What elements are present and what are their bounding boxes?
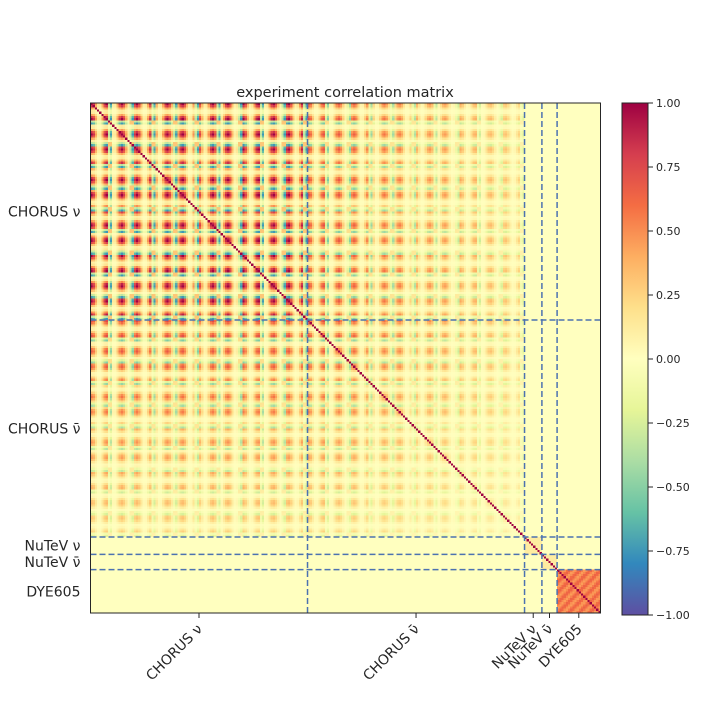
colorbar-tick-label: 1.00 bbox=[656, 97, 681, 110]
colorbar-tick-label: −0.50 bbox=[656, 481, 690, 494]
heatmap-cells bbox=[90, 103, 601, 613]
x-tick-label: CHORUS ν̄ bbox=[360, 621, 423, 684]
colorbar-tick-label: −0.75 bbox=[656, 545, 690, 558]
colorbar-tick-label: −0.25 bbox=[656, 417, 690, 430]
colorbar-tick-label: 0.25 bbox=[656, 289, 681, 302]
colorbar-tick-label: −1.00 bbox=[656, 609, 690, 622]
colorbar bbox=[621, 102, 649, 616]
y-tick-label: NuTeV ν bbox=[25, 539, 81, 555]
y-tick-label: NuTeV ν̄ bbox=[25, 555, 81, 571]
colorbar-tick-label: 0.00 bbox=[656, 353, 681, 366]
y-tick-label: CHORUS ν̄ bbox=[8, 422, 81, 438]
colorbar-ticks: 1.00 0.75 0.50 0.25 0.00 −0.25 −0.50 −0.75 −1.00 bbox=[648, 97, 690, 622]
colorbar-tick-label: 0.75 bbox=[656, 161, 681, 174]
heatmap bbox=[90, 103, 601, 613]
chart-title: experiment correlation matrix bbox=[236, 85, 454, 101]
y-tick-label: CHORUS ν bbox=[8, 205, 81, 221]
heatmap-frame bbox=[90, 102, 601, 614]
block-separators bbox=[90, 103, 601, 613]
y-tick-label: DYE605 bbox=[26, 584, 80, 600]
colorbar-tick-label: 0.50 bbox=[656, 225, 681, 238]
x-tick-label: CHORUS ν bbox=[143, 621, 206, 684]
